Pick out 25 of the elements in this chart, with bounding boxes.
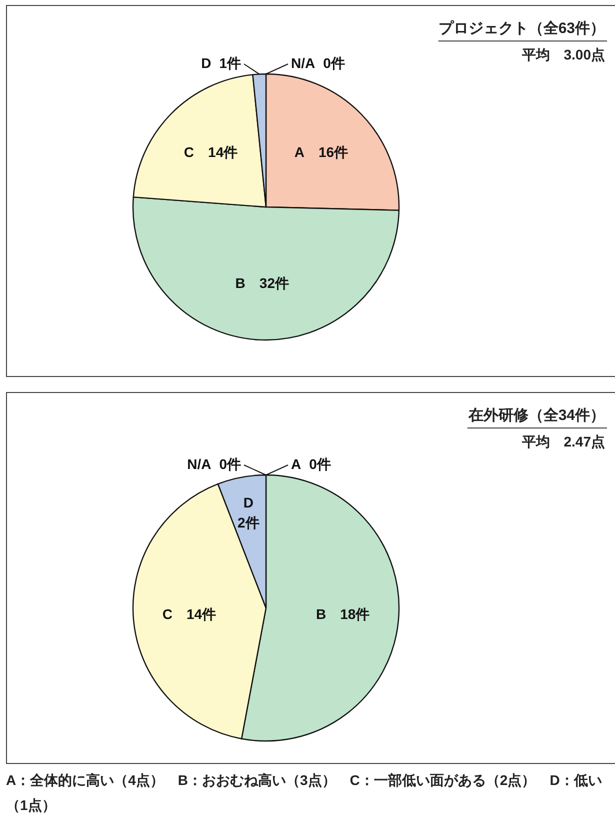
slice-label: A [294, 144, 304, 160]
data-label: 1件 [219, 54, 241, 71]
text: 0件 [219, 456, 241, 472]
data-label: 18件 [340, 606, 370, 622]
slice-label: C [184, 144, 194, 160]
data-label: 14件 [208, 144, 238, 160]
data-label: 14件 [186, 606, 216, 622]
data-label: 32件 [259, 274, 290, 291]
data-label: 2件 [238, 514, 260, 531]
legend-label: A [291, 456, 302, 472]
slice-label: D [243, 494, 254, 511]
data-label: 16件 [318, 144, 348, 160]
category-label: N/A [187, 456, 212, 472]
text: 0件 [323, 54, 345, 71]
text: 0件 [309, 456, 331, 472]
legend-label: N/A [291, 54, 316, 71]
slice-label: D [201, 54, 212, 71]
text: 平均 3.00点 [520, 46, 605, 63]
text: 在外研修（全34件） [467, 406, 605, 424]
text: 平均 2.47点 [520, 434, 605, 450]
slice-label: B [316, 606, 326, 622]
text: A：全体的に高い（4点） B：おおむね高い（3点） C：一部低い面がある（2点） D：低い（1点） [6, 771, 603, 815]
text: プロジェクト（全63件） [438, 20, 605, 37]
slice-label: B [235, 274, 246, 291]
slice-label: C [162, 606, 172, 622]
